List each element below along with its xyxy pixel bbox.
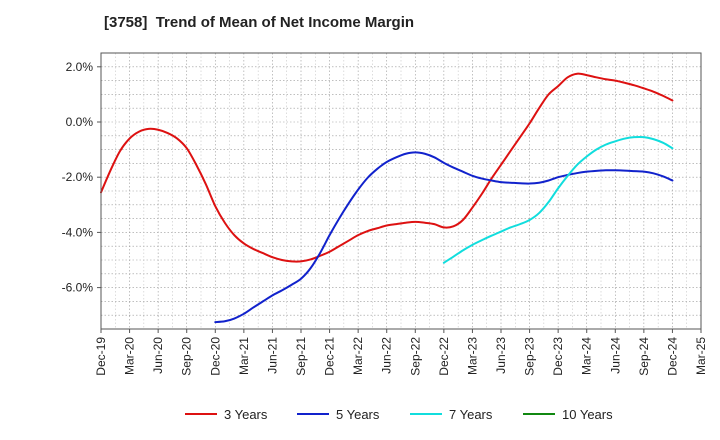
- x-tick-label: Sep-21: [294, 337, 308, 376]
- legend-label: 7 Years: [449, 407, 493, 422]
- legend-item-3-years: 3 Years: [185, 407, 268, 422]
- series-line-3-years: [100, 72, 674, 263]
- x-tick-label: Dec-19: [94, 337, 108, 376]
- legend-item-5-years: 5 Years: [297, 407, 380, 422]
- x-tick-label: Sep-20: [180, 337, 194, 376]
- x-tick-label: Dec-20: [208, 337, 222, 376]
- y-tick-label: 0.0%: [66, 115, 94, 129]
- x-tick-label: Dec-22: [437, 337, 451, 376]
- x-tick-label: Mar-24: [580, 337, 594, 375]
- x-tick-label: Sep-24: [637, 337, 651, 376]
- x-tick-label: Sep-22: [408, 337, 422, 376]
- series-line-5-years: [214, 151, 674, 324]
- y-axis: 2.0% 0.0% -2.0% -4.0% -6.0%: [62, 60, 101, 295]
- x-tick-label: Jun-24: [608, 337, 622, 374]
- x-tick-label: Mar-21: [237, 337, 251, 375]
- x-tick-label: Mar-20: [123, 337, 137, 375]
- legend-label: 3 Years: [224, 407, 268, 422]
- x-tick-label: Dec-23: [551, 337, 565, 376]
- x-tick-label: Mar-23: [465, 337, 479, 375]
- x-tick-label: Mar-22: [351, 337, 365, 375]
- y-tick-label: -4.0%: [62, 225, 94, 239]
- legend-item-10-years: 10 Years: [523, 407, 613, 422]
- legend-label: 5 Years: [336, 407, 380, 422]
- y-tick-label: -2.0%: [62, 170, 94, 184]
- x-tick-label: Jun-23: [494, 337, 508, 374]
- grid-layer: [100, 52, 702, 330]
- x-tick-label: Mar-25: [694, 337, 708, 375]
- series-layer: [100, 72, 674, 324]
- chart-title: [3758] Trend of Mean of Net Income Margi…: [104, 14, 415, 31]
- x-tick-label: Dec-21: [323, 337, 337, 376]
- legend: 3 Years 5 Years 7 Years 10 Years: [185, 407, 613, 422]
- legend-item-7-years: 7 Years: [410, 407, 493, 422]
- y-tick-label: -6.0%: [62, 281, 94, 295]
- y-tick-label: 2.0%: [66, 60, 94, 74]
- legend-label: 10 Years: [562, 407, 613, 422]
- x-axis: Dec-19 Mar-20 Jun-20 Sep-20 Dec-20 Mar-21 Jun-…: [94, 329, 708, 376]
- x-tick-label: Dec-24: [665, 337, 679, 376]
- plot-frame: [100, 52, 702, 330]
- x-tick-label: Sep-23: [523, 337, 537, 376]
- x-tick-label: Jun-22: [380, 337, 394, 374]
- x-tick-label: Jun-20: [151, 337, 165, 374]
- x-tick-label: Jun-21: [265, 337, 279, 374]
- series-line-7-years: [442, 135, 674, 264]
